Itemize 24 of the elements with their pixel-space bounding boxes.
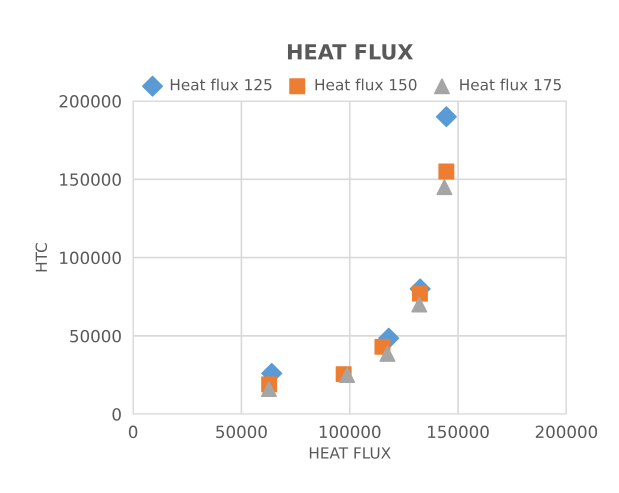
y-tick-label: 50000 (70, 330, 121, 342)
y-tick-label: 200000 (60, 95, 121, 108)
x-tick-label: 0 (128, 426, 138, 438)
x-tick-label: 150000 (428, 426, 489, 438)
point (438, 164, 454, 180)
y-tick-label: 150000 (60, 173, 121, 186)
y-tick-label: 100000 (60, 252, 121, 264)
point (260, 381, 277, 398)
point (436, 179, 452, 196)
legend-label: Heat flux 175 (460, 78, 561, 90)
y-tick-label: 0 (112, 408, 121, 421)
x-tick-label: 50000 (216, 426, 267, 438)
chart-title: HEAT FLUX (288, 44, 414, 60)
x-axis-title: HEAT FLUX (310, 447, 391, 459)
legend-label: Heat flux 125 (170, 78, 272, 90)
point (412, 286, 428, 302)
x-tick-label: 200000 (536, 426, 598, 438)
point (411, 296, 428, 313)
x-tick-label: 100000 (320, 426, 380, 438)
y-axis-title: HTC (36, 243, 48, 272)
point (436, 106, 457, 128)
point (339, 367, 356, 383)
legend-label: Heat flux 150 (316, 78, 416, 90)
point (379, 346, 396, 362)
